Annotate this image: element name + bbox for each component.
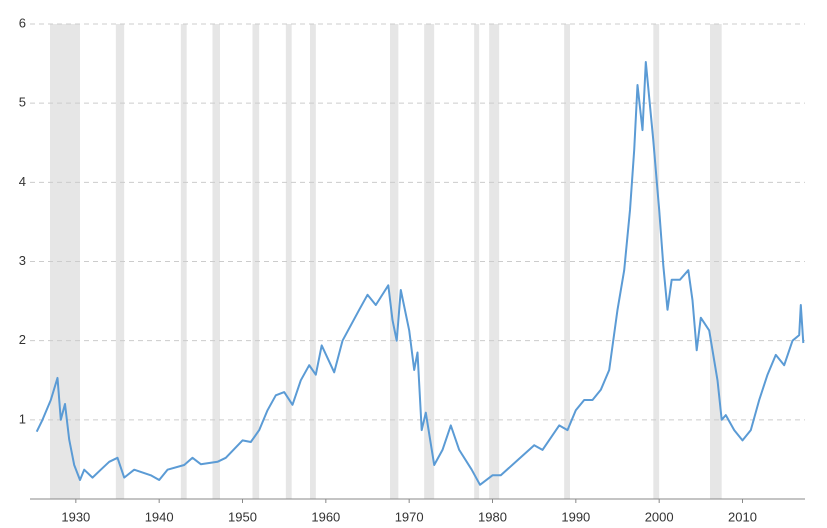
y-tick-label: 3: [19, 253, 26, 268]
y-tick-label: 2: [19, 332, 26, 347]
recession-band: [653, 24, 660, 499]
x-tick-label: 1960: [311, 509, 340, 524]
recession-band: [474, 24, 480, 499]
recession-band: [489, 24, 500, 499]
y-tick-label: 6: [19, 15, 26, 30]
recession-band: [212, 24, 220, 499]
y-tick-label: 5: [19, 95, 26, 110]
recession-band: [285, 24, 292, 499]
x-tick-label: 1950: [228, 509, 257, 524]
x-tick-label: 1970: [395, 509, 424, 524]
x-tick-label: 1940: [145, 509, 174, 524]
x-tick-label: 2010: [728, 509, 757, 524]
x-tick-label: 1980: [478, 509, 507, 524]
recession-band: [564, 24, 570, 499]
x-tick-label: 2000: [645, 509, 674, 524]
data-line: [35, 61, 805, 486]
y-tick-label: 1: [19, 411, 26, 426]
y-tick-label: 4: [19, 174, 26, 189]
x-tick-label: 1990: [561, 509, 590, 524]
x-tick-label: 1930: [61, 509, 90, 524]
